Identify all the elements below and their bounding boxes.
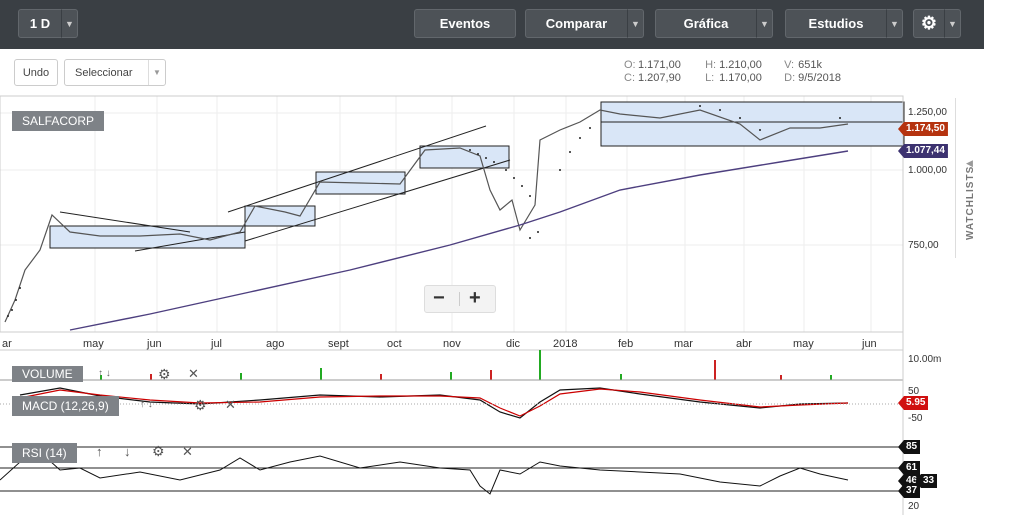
- macd-label[interactable]: MACD (12,26,9): [12, 396, 119, 416]
- month-label: nov: [443, 338, 461, 350]
- rsi-value-tag-2: 33: [915, 474, 938, 488]
- volume-close-icon[interactable]: ✕: [188, 366, 199, 381]
- month-label: sept: [328, 338, 349, 350]
- chart-type-dropdown-caret[interactable]: ▼: [756, 9, 773, 38]
- compare-dropdown-caret[interactable]: ▼: [627, 9, 644, 38]
- symbol-label[interactable]: SALFACORP: [12, 111, 105, 131]
- macd-value-tag: 5.95: [898, 396, 929, 410]
- rsi-level-tag-61: 61: [898, 461, 921, 475]
- price-tick-1250: 1.250,00: [908, 107, 947, 118]
- rsi-close-icon[interactable]: ✕: [182, 444, 193, 459]
- month-label: abr: [736, 338, 752, 350]
- month-label: jun: [147, 338, 162, 350]
- volume-gear-icon[interactable]: ⚙: [158, 366, 171, 382]
- ohlc-row-1: O: 1.171,00 H: 1.210,00 V: 651k: [624, 59, 822, 71]
- rsi-level-tag-37: 37: [898, 484, 921, 498]
- volume-study-controls[interactable]: ↑ ↓: [98, 368, 111, 379]
- undo-button[interactable]: Undo: [14, 59, 58, 86]
- settings-dropdown-caret[interactable]: ▼: [944, 9, 961, 38]
- watchlists-tab[interactable]: [955, 98, 986, 258]
- month-label: may: [83, 338, 104, 350]
- macd-close-icon[interactable]: ✕: [225, 397, 236, 412]
- period-button[interactable]: 1 D: [18, 9, 62, 38]
- select-dropdown[interactable]: Seleccionar ▼: [64, 59, 166, 86]
- zoom-control: − +: [424, 285, 496, 313]
- macd-line: [19, 387, 849, 419]
- month-label: jul: [211, 338, 223, 350]
- moving-average-line: [69, 150, 849, 331]
- rsi-gear-icon[interactable]: ⚙: [152, 443, 165, 459]
- rsi-level-tag-85: 85: [898, 440, 921, 454]
- month-label: mar: [674, 338, 693, 350]
- studies-button[interactable]: Estudios: [785, 9, 887, 38]
- rsi-label[interactable]: RSI (14): [12, 443, 77, 463]
- rsi-down-arrow-icon[interactable]: ↓: [124, 444, 131, 459]
- period-dropdown-caret[interactable]: ▼: [61, 9, 78, 38]
- month-label: dic: [506, 338, 521, 350]
- trend-lines[interactable]: [59, 121, 903, 252]
- month-label: feb: [618, 338, 634, 350]
- month-label: 2018: [553, 338, 578, 350]
- parabolic-sar: [7, 105, 841, 317]
- volume-tick: 10.00m: [908, 354, 942, 365]
- settings-button[interactable]: ⚙: [913, 9, 945, 38]
- macd-tick-50: 50: [908, 386, 920, 397]
- volume-bars: [20, 350, 832, 380]
- price-tick-1000: 1.000,00: [908, 165, 947, 176]
- studies-dropdown-caret[interactable]: ▼: [886, 9, 903, 38]
- rsi-line: [0, 451, 849, 495]
- watchlists-label[interactable]: WATCHLISTS: [965, 165, 976, 240]
- price-series: [4, 109, 849, 323]
- volume-label[interactable]: VOLUME: [12, 366, 83, 382]
- last-price-tag: 1.174,50: [898, 122, 948, 136]
- rsi-tick-20: 20: [908, 501, 920, 512]
- moving-average-tag: 1.077,44: [898, 144, 948, 158]
- zoom-out-button[interactable]: −: [433, 287, 445, 309]
- price-tick-750: 750,00: [908, 240, 939, 251]
- month-label: may: [793, 338, 814, 350]
- macd-signal-line: [19, 388, 849, 417]
- rsi-up-arrow-icon[interactable]: ↑: [96, 444, 103, 459]
- month-label: ago: [266, 338, 285, 350]
- zoom-in-button[interactable]: +: [469, 287, 481, 309]
- events-button[interactable]: Eventos: [414, 9, 516, 38]
- month-label: ar: [2, 338, 12, 350]
- month-label: oct: [387, 338, 402, 350]
- zoom-divider: [459, 292, 460, 306]
- macd-study-controls[interactable]: ↑ ↓: [140, 399, 153, 410]
- macd-tick-minus50: -50: [908, 413, 923, 424]
- gear-icon: ⚙: [920, 13, 938, 33]
- drawing-boxes[interactable]: [49, 101, 905, 249]
- chart-type-button[interactable]: Gráfica: [655, 9, 757, 38]
- chevron-down-icon: ▼: [148, 60, 165, 85]
- ohlc-row-2: C: 1.207,90 L: 1.170,00 D: 9/5/2018: [624, 72, 841, 84]
- chevron-left-icon[interactable]: ◀: [966, 158, 973, 168]
- month-label: jun: [862, 338, 877, 350]
- select-label: Seleccionar: [75, 66, 133, 79]
- macd-gear-icon[interactable]: ⚙: [194, 397, 207, 413]
